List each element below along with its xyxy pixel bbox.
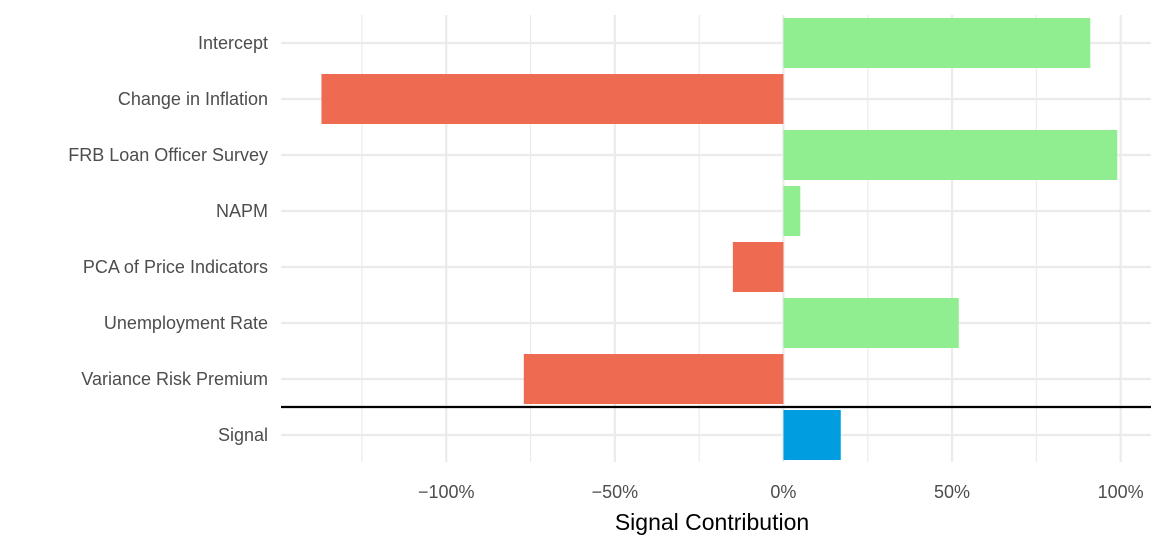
bar-change-in-inflation bbox=[321, 74, 784, 124]
x-tick-label: 0% bbox=[770, 482, 796, 502]
y-tick-label: Signal bbox=[218, 425, 268, 445]
bar-unemployment-rate bbox=[783, 298, 959, 348]
bar-frb-loan-officer-survey bbox=[783, 130, 1118, 180]
bars bbox=[321, 18, 1118, 460]
y-tick-label: Change in Inflation bbox=[118, 89, 268, 109]
x-tick-label: 50% bbox=[934, 482, 970, 502]
y-tick-label: PCA of Price Indicators bbox=[83, 257, 268, 277]
bar-intercept bbox=[783, 18, 1091, 68]
y-axis-labels: Intercept Change in Inflation FRB Loan Off… bbox=[68, 33, 268, 445]
y-tick-label: Intercept bbox=[198, 33, 268, 53]
x-tick-label: −100% bbox=[418, 482, 475, 502]
y-tick-label: FRB Loan Officer Survey bbox=[68, 145, 268, 165]
x-tick-label: −50% bbox=[592, 482, 639, 502]
bar-signal bbox=[783, 410, 841, 460]
x-axis-title: Signal Contribution bbox=[615, 509, 809, 535]
y-tick-label: Variance Risk Premium bbox=[81, 369, 268, 389]
x-axis-labels: −100% −50% 0% 50% 100% bbox=[418, 482, 1144, 502]
bar-napm bbox=[783, 186, 801, 236]
x-tick-label: 100% bbox=[1098, 482, 1144, 502]
bar-variance-risk-premium bbox=[523, 354, 784, 404]
bar-pca-of-price-indicators bbox=[732, 242, 784, 292]
y-tick-label: Unemployment Rate bbox=[104, 313, 268, 333]
y-tick-label: NAPM bbox=[216, 201, 268, 221]
